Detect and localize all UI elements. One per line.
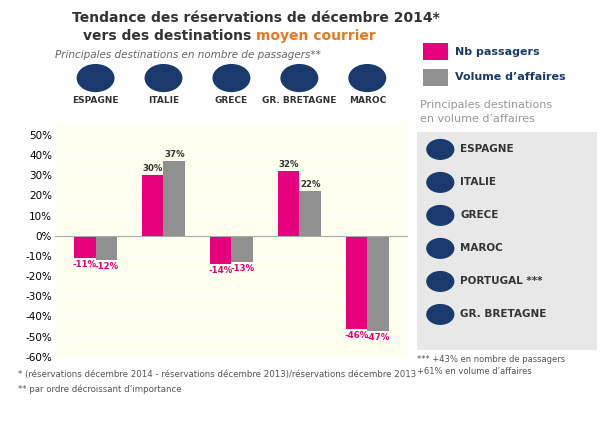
Text: MAROC: MAROC (460, 244, 503, 253)
Text: 22%: 22% (300, 180, 320, 189)
Text: GR. BRETAGNE: GR. BRETAGNE (460, 310, 547, 319)
Bar (278, 171, 300, 236)
Bar (345, 236, 367, 329)
Bar (96, 236, 118, 260)
Text: vers des destinations: vers des destinations (83, 29, 256, 43)
Text: 2: 2 (160, 73, 167, 83)
Text: -12%: -12% (94, 262, 119, 272)
Text: 2: 2 (437, 178, 443, 187)
Text: 5: 5 (437, 277, 443, 286)
Text: *** +43% en nombre de passagers
+61% en volume d’affaires: *** +43% en nombre de passagers +61% en … (417, 355, 565, 376)
Text: 3: 3 (437, 211, 443, 220)
Bar (209, 236, 231, 264)
Text: Nb passagers: Nb passagers (455, 47, 540, 57)
Text: ESPAGNE: ESPAGNE (72, 96, 119, 105)
Text: 3: 3 (228, 73, 235, 83)
Text: 4: 4 (437, 244, 443, 253)
Bar (300, 191, 321, 236)
Text: moyen courrier: moyen courrier (256, 29, 376, 43)
Text: 32%: 32% (278, 160, 299, 169)
Text: 30%: 30% (143, 164, 163, 173)
Text: 1: 1 (92, 73, 99, 83)
Text: ITALIE: ITALIE (148, 96, 179, 105)
Text: 7: 7 (437, 310, 443, 319)
Bar (163, 161, 185, 236)
Bar (142, 175, 163, 236)
Text: PORTUGAL ***: PORTUGAL *** (460, 277, 543, 286)
Text: 4: 4 (296, 73, 303, 83)
Text: GRECE: GRECE (460, 211, 499, 220)
Bar (367, 236, 389, 330)
Text: -47%: -47% (366, 333, 390, 342)
Text: -14%: -14% (208, 266, 233, 276)
Text: 37%: 37% (164, 150, 185, 159)
Text: 1: 1 (437, 145, 443, 154)
Text: GRECE: GRECE (215, 96, 248, 105)
Text: Tendance des réservations de décembre 2014*: Tendance des réservations de décembre 20… (72, 11, 440, 25)
Text: ESPAGNE: ESPAGNE (460, 145, 514, 154)
Text: Volume d’affaires: Volume d’affaires (455, 72, 566, 82)
Text: -13%: -13% (230, 264, 255, 273)
Text: -11%: -11% (72, 260, 97, 269)
Text: MAROC: MAROC (348, 96, 386, 105)
Text: ITALIE: ITALIE (460, 178, 496, 187)
Text: -46%: -46% (344, 331, 368, 340)
Bar (231, 236, 253, 262)
Text: 5: 5 (364, 73, 371, 83)
Text: Principales destinations
en volume d’affaires: Principales destinations en volume d’aff… (420, 100, 552, 124)
Text: GR. BRETAGNE: GR. BRETAGNE (262, 96, 337, 105)
Bar (74, 236, 96, 258)
Text: ** par ordre décroissant d’importance: ** par ordre décroissant d’importance (18, 384, 182, 393)
Text: Principales destinations en nombre de passagers**: Principales destinations en nombre de pa… (55, 50, 321, 60)
Text: * (réservations décembre 2014 - réservations décembre 2013)/réservations décembr: * (réservations décembre 2014 - réservat… (18, 370, 417, 379)
